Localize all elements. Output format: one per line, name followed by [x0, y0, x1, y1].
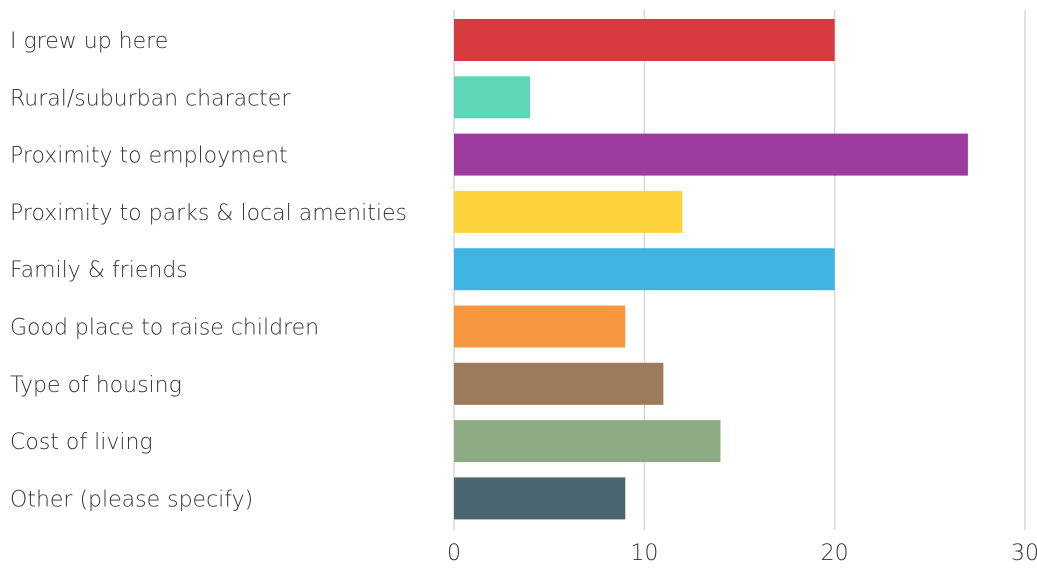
bar-6 [454, 305, 626, 348]
bars [454, 19, 968, 520]
x-tick-label-30: 30 [1011, 541, 1037, 566]
bar-5 [454, 248, 835, 291]
x-tick-label-0: 0 [447, 541, 461, 566]
category-label-2: Rural/suburban character [10, 86, 291, 111]
category-label-6: Good place to raise children [10, 316, 319, 341]
bar-4 [454, 190, 683, 233]
category-label-1: I grew up here [10, 29, 168, 54]
bar-3 [454, 133, 968, 176]
bar-8 [454, 420, 721, 463]
category-label-4: Proximity to parks & local amenities [10, 201, 407, 226]
bar-2 [454, 76, 531, 119]
category-labels: I grew up here Rural/suburban character Pr… [10, 29, 407, 512]
category-label-5: Family & friends [10, 258, 188, 283]
x-tick-label-20: 20 [821, 541, 849, 566]
x-tick-label-10: 10 [630, 541, 658, 566]
category-label-9: Other (please specify) [10, 487, 253, 512]
category-label-7: Type of housing [10, 373, 182, 398]
x-axis-ticks: 0 10 20 30 [447, 541, 1037, 566]
category-label-8: Cost of living [10, 430, 153, 455]
bar-9 [454, 477, 626, 520]
category-label-3: Proximity to employment [10, 144, 288, 169]
bar-7 [454, 362, 664, 405]
bar-1 [454, 19, 835, 61]
